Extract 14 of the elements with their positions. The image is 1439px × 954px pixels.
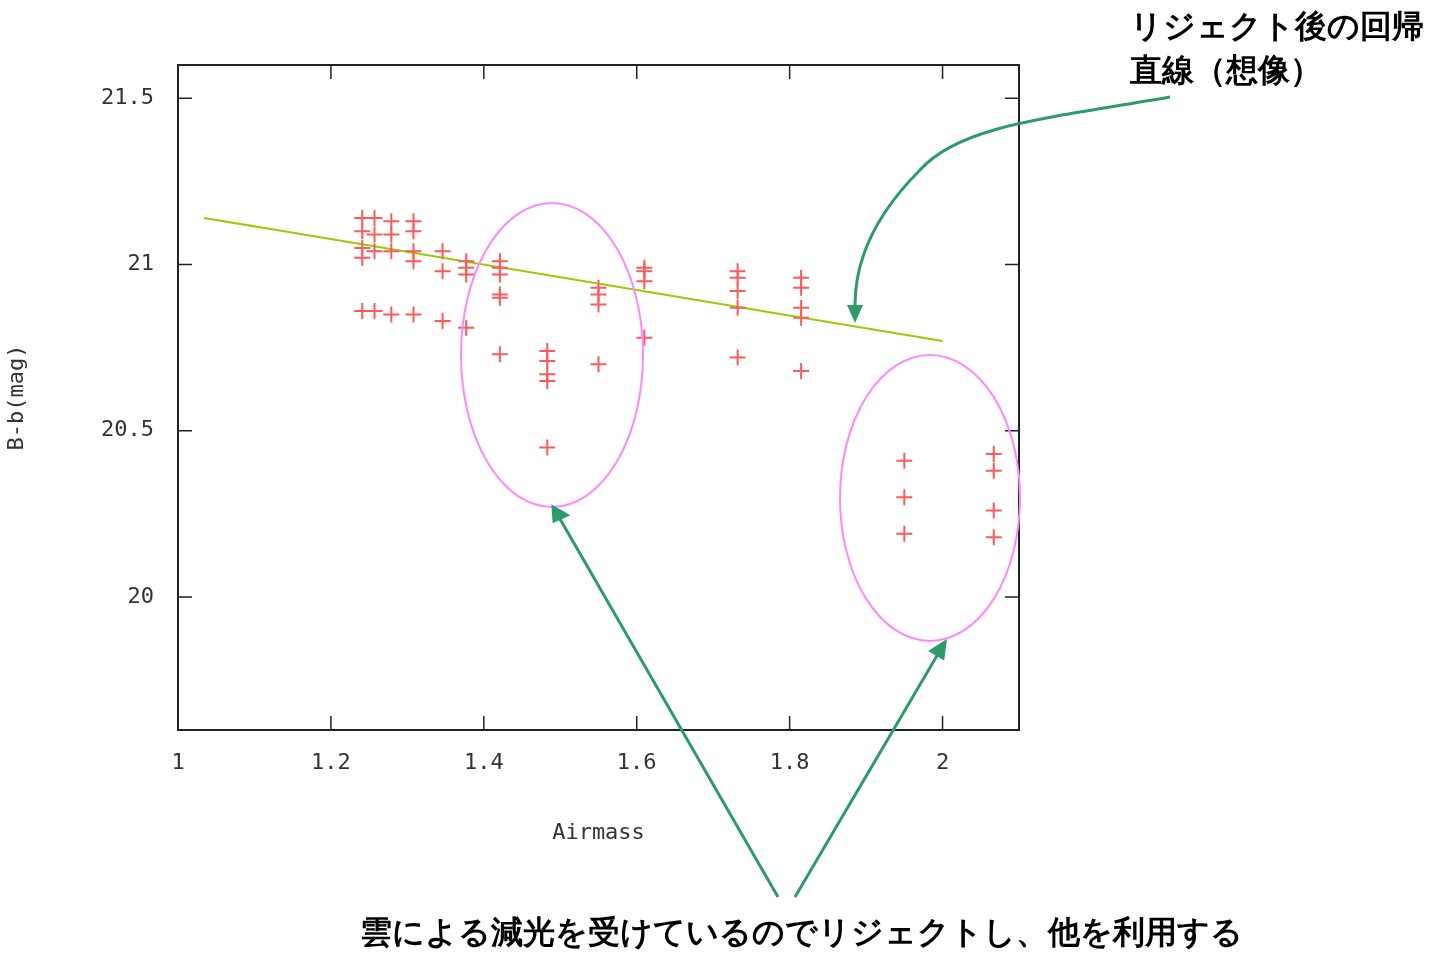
x-tick-label: 1.8 xyxy=(769,748,810,774)
y-tick-label: 20.5 xyxy=(101,416,154,442)
y-tick-label: 21.5 xyxy=(101,83,154,109)
y-tick-label: 21 xyxy=(127,250,154,276)
x-tick-label: 1.2 xyxy=(311,748,351,774)
x-tick-label: 1.6 xyxy=(616,748,657,774)
x-axis-title: Airmass xyxy=(552,818,645,844)
y-tick-label: 20 xyxy=(127,582,154,608)
text: リジェクト後の回帰直線（想像） xyxy=(1130,7,1425,90)
x-tick-label: 1 xyxy=(171,748,185,774)
x-tick-label: 1.4 xyxy=(463,748,504,774)
x-tick-label: 2 xyxy=(935,748,950,774)
y-axis-title: B-b(mag) xyxy=(2,344,28,451)
text: 雲による減光を受けているのでリジェクトし、他を利用する xyxy=(360,913,1243,952)
